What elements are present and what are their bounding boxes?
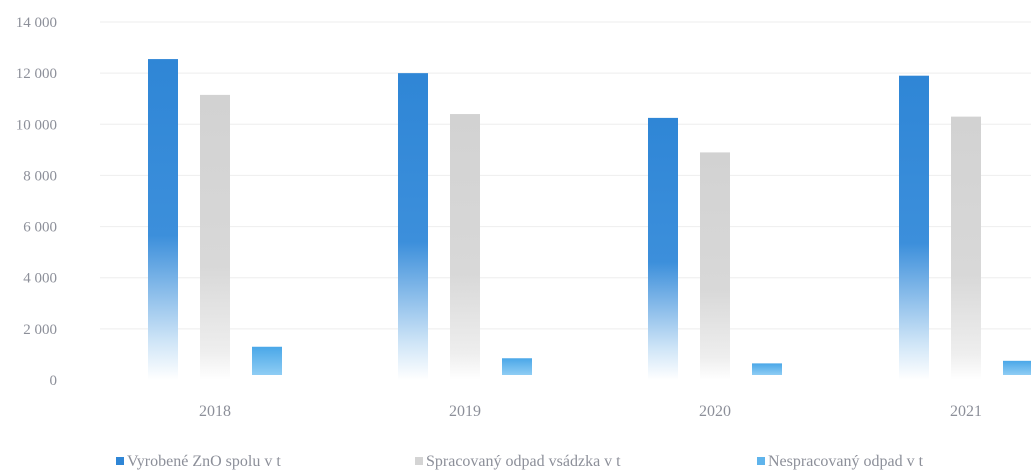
series-unprocessed-bar: [502, 358, 532, 375]
series-zno-bar: [148, 59, 178, 380]
legend-label: Vyrobené ZnO spolu v t: [127, 453, 281, 470]
y-tick-label: 6 000: [23, 220, 57, 236]
x-axis-labels: 2018 2019 2020 2021: [199, 403, 982, 420]
legend-label: Spracovaný odpad vsádzka v t: [426, 453, 621, 470]
legend-swatch: [116, 457, 124, 465]
series-processed-bar: [200, 94, 230, 380]
gridlines: [100, 21, 1031, 330]
series-zno-bar: [398, 73, 428, 381]
y-tick-label: 4 000: [23, 271, 57, 287]
series-processed-bar: [951, 116, 981, 380]
legend-swatch: [757, 457, 765, 465]
series-zno-bar: [899, 75, 929, 380]
x-category-label: 2019: [449, 403, 481, 420]
y-tick-label: 12 000: [16, 66, 57, 82]
y-tick-label: 10 000: [16, 117, 57, 133]
series-processed-bar: [700, 152, 730, 380]
series-unprocessed-bar: [752, 363, 782, 375]
legend: Vyrobené ZnO spolu v t Spracovaný odpad v…: [116, 453, 924, 470]
legend-label: Nespracovaný odpad v t: [768, 453, 924, 470]
y-tick-label: 8 000: [23, 168, 57, 184]
y-tick-label: 0: [50, 373, 58, 389]
y-axis-ticks: 0 2 000 4 000 6 000 8 000 10 000 12 000 14 000: [16, 15, 57, 389]
x-category-label: 2021: [950, 403, 982, 420]
series-zno-bar: [648, 117, 678, 381]
series-unprocessed-bar: [1003, 360, 1031, 375]
x-category-label: 2018: [199, 403, 231, 420]
bars: [148, 59, 1031, 381]
series-processed-bar: [450, 114, 480, 381]
series-unprocessed-bar: [252, 346, 282, 375]
legend-swatch: [415, 457, 423, 465]
y-tick-label: 2 000: [23, 322, 57, 338]
y-tick-label: 14 000: [16, 15, 57, 31]
x-category-label: 2020: [699, 403, 731, 420]
